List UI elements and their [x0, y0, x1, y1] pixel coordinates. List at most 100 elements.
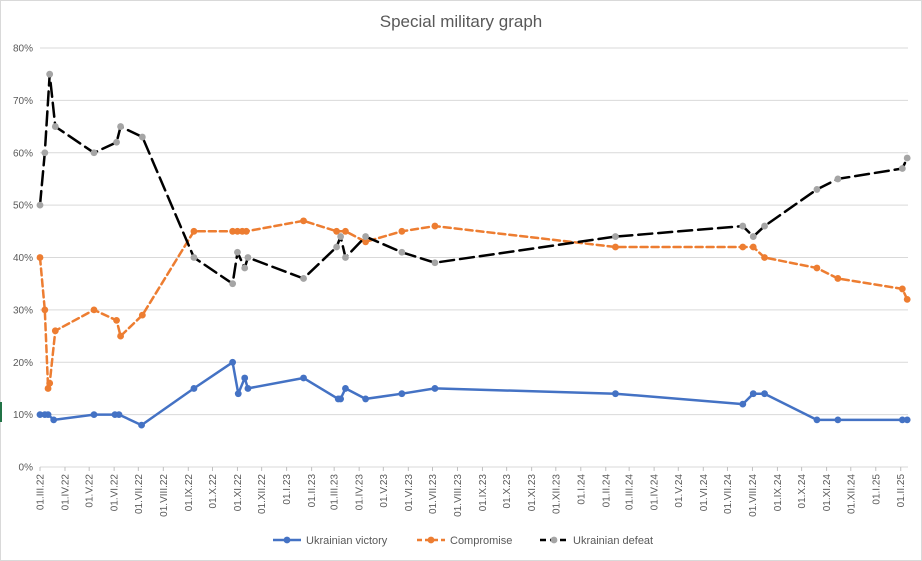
data-point — [903, 154, 911, 162]
y-axis-ticks: 0% 10% 20% 30% 40% 50% 60% 70% 80% — [13, 44, 33, 474]
x-tick-label: 01.VI.22 — [110, 474, 121, 512]
x-tick-label: 01.VI.24 — [699, 474, 710, 512]
x-tick-label: 01.II.25 — [896, 474, 907, 508]
y-tick-label: 10% — [13, 410, 33, 421]
y-tick-label: 30% — [13, 305, 33, 316]
data-point — [612, 390, 619, 398]
data-point — [115, 411, 123, 419]
x-tick-label: 01.I.25 — [871, 474, 882, 505]
data-point — [813, 264, 821, 272]
legend-swatch-marker — [283, 536, 291, 544]
data-point — [739, 400, 747, 408]
data-point — [90, 411, 98, 419]
x-tick-label: 01.XI.22 — [233, 474, 244, 512]
data-point — [113, 138, 120, 146]
data-point — [300, 374, 307, 382]
gridlines — [40, 47, 908, 468]
x-tick-label: 01.XII.22 — [257, 474, 268, 514]
x-tick-label: 01.III.22 — [36, 474, 47, 511]
data-point — [362, 238, 370, 246]
data-point — [138, 311, 146, 319]
data-point — [898, 285, 906, 293]
x-tick-label: 01.IV.24 — [650, 474, 661, 511]
data-point — [834, 416, 842, 424]
data-point — [300, 217, 307, 225]
data-point — [190, 385, 198, 392]
x-tick-label: 01.IX.24 — [773, 474, 784, 512]
data-point — [749, 243, 757, 251]
data-point — [244, 254, 252, 261]
data-point — [903, 296, 911, 303]
data-point — [138, 421, 145, 429]
data-point — [431, 385, 439, 392]
x-tick-label: 01.II.24 — [601, 474, 612, 508]
legend-swatch-marker — [550, 536, 558, 544]
data-point — [138, 133, 146, 141]
data-point — [229, 358, 237, 366]
data-point — [333, 243, 340, 251]
legend-label: Ukrainian defeat — [573, 535, 653, 547]
legend-item: Ukrainian victory — [273, 535, 388, 547]
data-point — [241, 374, 249, 382]
data-point — [229, 280, 237, 288]
data-point — [903, 416, 911, 424]
y-tick-label: 70% — [13, 96, 33, 107]
x-tick-label: 01.XII.23 — [551, 474, 562, 514]
data-point — [41, 306, 49, 314]
x-tick-label: 01.I.24 — [576, 474, 587, 505]
x-tick-label: 01.VIII.23 — [453, 474, 464, 517]
data-point — [342, 385, 349, 392]
y-tick-label: 60% — [13, 148, 33, 159]
data-point — [739, 243, 747, 251]
data-point — [117, 332, 124, 340]
x-axis-ticks: 01.III.22 01.IV.22 01.V.22 01.VI.22 01.VII.2… — [36, 467, 907, 517]
x-tick-label: 01.II.23 — [307, 474, 318, 508]
data-point — [46, 379, 54, 387]
x-tick-label: 01.VIII.22 — [159, 474, 170, 517]
data-point — [337, 233, 345, 240]
data-point — [431, 259, 439, 267]
data-point — [813, 186, 821, 193]
legend-item: Compromise — [417, 535, 512, 547]
data-point — [90, 306, 98, 314]
x-tick-label: 01.III.24 — [625, 474, 636, 511]
legend: Ukrainian victory Compromise Ukrainian def… — [273, 535, 653, 547]
data-point — [813, 416, 821, 424]
x-tick-label: 01.V.22 — [85, 474, 96, 508]
data-point — [898, 165, 906, 172]
legend-swatch-marker — [427, 536, 435, 544]
x-tick-label: 01.IV.23 — [355, 474, 366, 511]
data-point — [229, 227, 237, 235]
data-point — [46, 70, 54, 78]
y-tick-label: 20% — [13, 358, 33, 369]
data-point — [333, 227, 340, 235]
series-line — [38, 361, 909, 427]
x-tick-label: 01.VII.22 — [134, 474, 145, 514]
x-tick-label: 01.VI.23 — [404, 474, 415, 512]
data-point — [612, 233, 619, 240]
data-point — [761, 254, 768, 261]
data-point — [244, 385, 252, 392]
series-line — [38, 72, 909, 285]
data-point — [398, 227, 406, 235]
legend-label: Ukrainian victory — [306, 535, 388, 547]
x-tick-label: 01.V.24 — [674, 474, 685, 508]
data-point — [36, 411, 44, 419]
data-point — [234, 248, 241, 256]
x-tick-label: 01.X.22 — [208, 474, 219, 509]
data-point — [90, 149, 98, 157]
x-tick-label: 01.X.24 — [797, 474, 808, 509]
data-point — [749, 233, 757, 240]
selection-edge-marker — [0, 402, 2, 422]
data-point — [761, 222, 768, 230]
data-point — [190, 227, 198, 235]
data-point — [234, 390, 242, 398]
data-point — [834, 175, 842, 183]
data-point — [398, 248, 406, 256]
data-point — [612, 243, 619, 251]
data-point — [739, 222, 747, 230]
data-point — [117, 123, 124, 130]
data-point — [749, 390, 757, 398]
x-tick-label: 01.XI.23 — [527, 474, 538, 512]
